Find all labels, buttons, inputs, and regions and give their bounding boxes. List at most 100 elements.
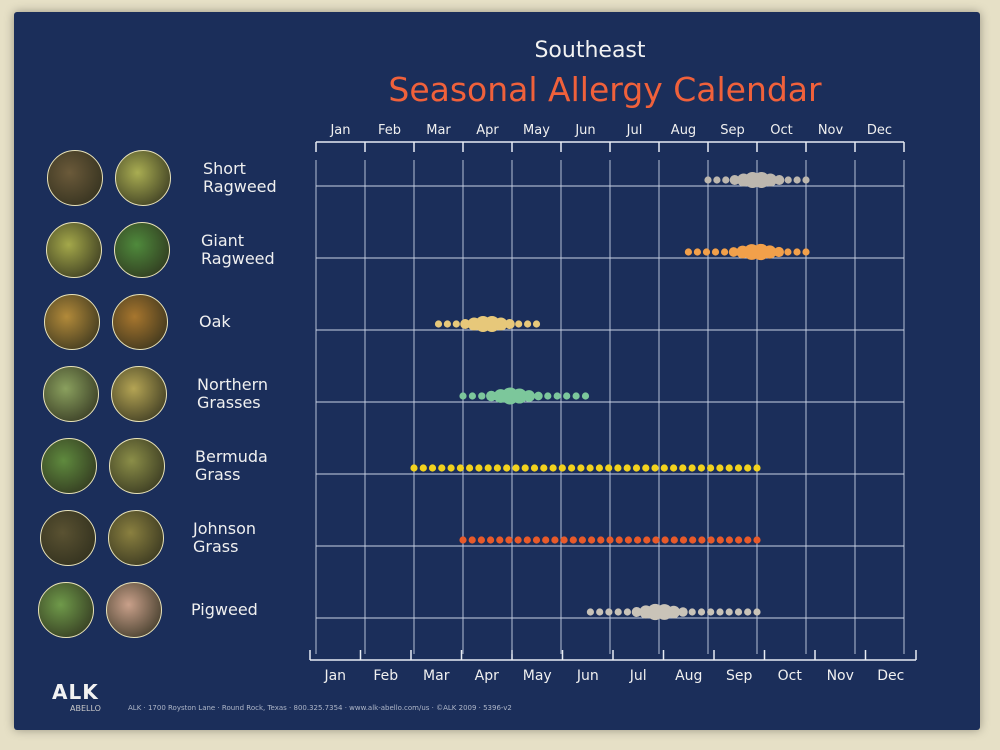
pollen-dot-short-ragweed [802,176,810,184]
pollen-dot-oak [452,320,460,328]
pollen-dot-bermuda-grass [568,464,576,472]
plant-label-line: Bermuda [195,447,268,466]
month-label-bottom: Sep [726,668,753,684]
pollen-dot-bermuda-grass [753,464,761,472]
plant-photo [110,366,167,422]
pollen-dot-northern-grasses [478,392,486,400]
pollen-dot-short-ragweed [763,173,777,187]
alk-logo: ALK [52,680,99,704]
month-label-bottom: Aug [675,668,702,684]
month-label-top: Nov [818,123,844,138]
pollen-dot-bermuda-grass [586,464,594,472]
plant-photo [113,222,170,278]
pollen-dot-johnson-grass [468,536,476,544]
month-label-bottom: Dec [877,668,904,684]
pollen-dot-giant-ragweed [773,246,784,258]
pollen-dot-johnson-grass [588,536,596,544]
plant-label-line: Oak [199,312,231,331]
pollen-dot-bermuda-grass [521,464,529,472]
pollen-dot-johnson-grass [689,536,697,544]
pollen-dot-johnson-grass [523,536,531,544]
pollen-dot-bermuda-grass [558,464,566,472]
pollen-dot-short-ragweed [774,174,785,186]
pollen-dot-johnson-grass [542,536,550,544]
pollen-dot-oak [524,320,532,328]
pollen-dot-bermuda-grass [419,464,427,472]
pollen-dot-bermuda-grass [466,464,474,472]
pollen-dot-bermuda-grass [410,464,418,472]
pollen-dot-bermuda-grass [595,464,604,472]
month-label-bottom: Jun [576,668,599,684]
pollen-dot-pigweed [614,608,622,616]
pollen-dot-johnson-grass [615,536,623,544]
pollen-dot-northern-grasses [511,388,528,404]
plant-label-line: Grasses [197,393,261,412]
pollen-dot-oak [460,318,471,330]
plant-label-line: Ragweed [203,177,277,196]
pollen-dot-northern-grasses [459,392,467,400]
pollen-dot-bermuda-grass [456,464,464,472]
pollen-dot-pigweed [688,608,696,616]
pollen-dot-giant-ragweed [693,248,702,256]
plant-label: Short Ragweed [203,160,277,196]
pollen-dot-pigweed [716,608,724,616]
pollen-dot-johnson-grass [707,536,715,544]
pollen-dot-bermuda-grass [744,464,752,472]
pollen-dot-northern-grasses [486,390,497,402]
pollen-dot-bermuda-grass [688,464,696,472]
pollen-dot-bermuda-grass [503,464,511,472]
pollen-dot-giant-ragweed [684,248,693,256]
pollen-dot-johnson-grass [514,536,522,544]
month-label-bottom: Mar [423,668,450,684]
pollen-dot-bermuda-grass [707,464,715,472]
pollen-dot-bermuda-grass [632,464,641,472]
pollen-dot-johnson-grass [569,536,577,544]
plant-photo [109,438,165,494]
pollen-dot-northern-grasses [534,391,543,401]
pollen-dot-bermuda-grass [540,464,548,472]
pollen-dot-bermuda-grass [605,464,613,472]
pollen-dot-giant-ragweed [793,248,801,256]
pollen-dot-bermuda-grass [447,464,455,472]
plant-photo [42,366,99,422]
chart-title: Seasonal Allergy Calendar [388,70,822,109]
plant-label-line: Grass [195,465,241,484]
pollen-dot-bermuda-grass [493,464,501,472]
pollen-dot-johnson-grass [698,536,706,544]
plant-label: Pigweed [191,601,258,619]
plant-photo [106,582,162,638]
month-label-top: Oct [770,123,792,138]
pollen-dot-johnson-grass [716,536,724,544]
month-label-top: Jun [574,123,595,138]
pollen-dot-oak [515,320,523,328]
plant-label: Johnson Grass [193,520,256,556]
pollen-dot-johnson-grass [532,536,541,544]
pollen-dot-short-ragweed [713,176,721,184]
pollen-dot-pigweed [707,608,715,616]
pollen-dot-johnson-grass [487,536,495,544]
pollen-dot-johnson-grass [551,536,559,544]
pollen-dot-pigweed [656,604,673,620]
pollen-dot-bermuda-grass [428,464,437,472]
pollen-dot-bermuda-grass [660,464,668,472]
pollen-dot-short-ragweed [729,174,740,186]
pollen-dot-bermuda-grass [438,464,446,472]
pollen-dot-bermuda-grass [642,464,650,472]
month-label-bottom: Feb [373,668,398,684]
plant-label-line: Short [203,159,246,178]
pollen-dot-pigweed [596,608,604,616]
plant-label: Oak [199,313,231,331]
pollen-dot-johnson-grass [725,536,734,544]
pollen-dot-northern-grasses [544,392,552,400]
month-label-top: Aug [671,123,696,138]
pollen-dot-giant-ragweed [802,248,810,256]
month-label-top: Feb [378,123,401,138]
month-label-bottom: May [523,668,552,684]
pollen-dot-giant-ragweed [784,248,792,256]
pollen-dot-pigweed [678,607,688,617]
pollen-dot-northern-grasses [581,392,590,400]
pollen-dot-johnson-grass [459,536,467,544]
month-label-top: May [523,123,550,138]
pollen-dot-johnson-grass [735,536,743,544]
